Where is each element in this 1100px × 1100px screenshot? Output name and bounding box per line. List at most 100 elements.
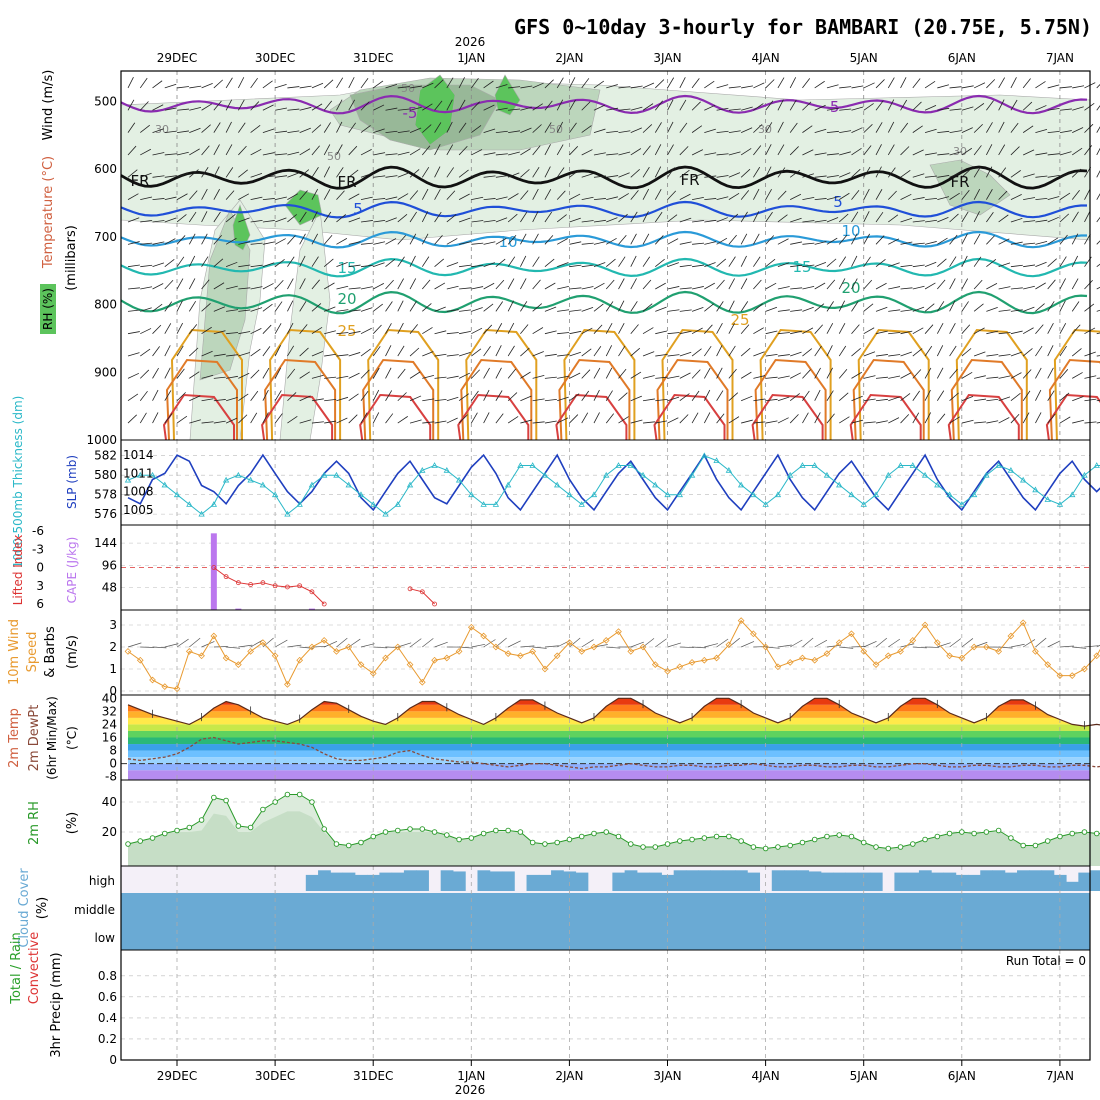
wind-barb bbox=[459, 264, 472, 268]
wind-barb bbox=[459, 330, 471, 335]
wind-barb bbox=[826, 175, 839, 178]
wind-barb bbox=[826, 413, 835, 424]
lifted-index-point bbox=[309, 589, 315, 595]
surface-panels bbox=[121, 440, 1100, 1060]
wind-barb bbox=[961, 211, 969, 223]
wind-barb bbox=[581, 348, 592, 357]
wind-barb bbox=[275, 217, 287, 223]
wind-barb bbox=[1010, 241, 1023, 245]
wind-barb bbox=[152, 283, 164, 290]
wind-barb bbox=[409, 371, 421, 379]
wind-barb bbox=[544, 79, 554, 89]
wind-barb bbox=[201, 233, 208, 245]
wind-barb bbox=[740, 148, 752, 156]
wind-barb bbox=[532, 124, 542, 133]
wind-barb bbox=[483, 367, 490, 379]
wind-barb bbox=[949, 130, 962, 134]
cloud-high-bar bbox=[440, 870, 454, 891]
wind-barb-10m bbox=[949, 638, 962, 648]
contour-35 bbox=[947, 393, 1020, 441]
temp-band bbox=[128, 770, 1090, 780]
wind-barb-10m bbox=[287, 644, 302, 648]
lifted-index-line bbox=[409, 588, 435, 605]
wind-barb bbox=[189, 347, 199, 357]
wind-barb bbox=[998, 309, 1011, 312]
wind-barb bbox=[569, 169, 580, 178]
wind-barb bbox=[1022, 327, 1034, 335]
wind-barb bbox=[838, 322, 846, 334]
wind-barb bbox=[397, 151, 410, 156]
wind-barb bbox=[238, 372, 250, 379]
wind-barb bbox=[949, 345, 957, 357]
wind-barb bbox=[606, 237, 617, 245]
wind-barb bbox=[520, 233, 527, 245]
wind-barb bbox=[618, 172, 630, 178]
wind-barb bbox=[397, 172, 410, 178]
wind-barb bbox=[434, 100, 443, 111]
date-label-bottom: 5JAN bbox=[850, 1069, 878, 1083]
wind-barb bbox=[900, 122, 909, 133]
wind-barb bbox=[740, 395, 753, 402]
wind-barb bbox=[348, 331, 361, 335]
rh-point bbox=[162, 830, 168, 837]
wind-barb bbox=[851, 211, 859, 223]
wind-barb bbox=[140, 124, 150, 133]
wind-barb bbox=[507, 392, 518, 402]
wind-barb bbox=[826, 301, 834, 312]
wind-barb bbox=[360, 348, 371, 357]
cloud-high-bar bbox=[1066, 881, 1079, 891]
wind-barb bbox=[324, 376, 337, 379]
wind-barb bbox=[704, 175, 717, 178]
wind-barb-10m bbox=[1096, 644, 1100, 648]
wind-barb bbox=[704, 262, 716, 268]
wind-barb bbox=[753, 124, 763, 133]
wind-barb bbox=[287, 86, 300, 89]
wind-barb bbox=[986, 79, 996, 89]
wind-barb bbox=[667, 262, 679, 268]
rh-point bbox=[456, 836, 462, 843]
wind-barb bbox=[716, 367, 723, 379]
wind-barb bbox=[1072, 396, 1084, 402]
cloud-high-bar bbox=[771, 870, 785, 891]
wind-speed-point bbox=[566, 639, 573, 646]
wind-barb bbox=[569, 193, 581, 200]
wind-barb bbox=[679, 169, 690, 178]
wind-barb bbox=[225, 77, 233, 89]
wind-barb bbox=[937, 175, 950, 178]
wind-barb bbox=[986, 307, 998, 312]
wind-barb bbox=[875, 420, 888, 424]
wind-barb bbox=[949, 151, 962, 156]
wind-barb bbox=[201, 350, 213, 357]
wind-barb bbox=[299, 255, 306, 267]
date-label-top: 4JAN bbox=[752, 51, 780, 65]
wind-barb bbox=[986, 100, 994, 111]
wind-barb bbox=[176, 322, 183, 334]
wind-barb bbox=[961, 395, 974, 402]
wind-barb bbox=[753, 279, 762, 290]
wind-barb bbox=[262, 346, 271, 357]
wind-barb bbox=[961, 301, 969, 312]
wind-barb bbox=[446, 354, 459, 357]
rh-point bbox=[701, 835, 708, 841]
wind-barb bbox=[471, 125, 482, 133]
wind-barb bbox=[593, 324, 603, 334]
wind-barb bbox=[446, 167, 455, 178]
wind-barb bbox=[1035, 261, 1047, 268]
wind-barb bbox=[201, 82, 213, 89]
wind-barb bbox=[912, 220, 925, 223]
wind-barb bbox=[483, 198, 496, 201]
pressure-tick: 1000 bbox=[86, 433, 117, 447]
ylabel-precip-conv: Convective bbox=[27, 932, 42, 1005]
rh-point bbox=[995, 827, 1002, 834]
wind-barb-10m bbox=[1035, 637, 1047, 648]
wind-barb bbox=[397, 256, 405, 267]
wind-barb bbox=[1084, 279, 1093, 290]
wind-barb bbox=[716, 175, 729, 178]
wind-barb bbox=[262, 104, 274, 111]
cloud-high-bar bbox=[722, 870, 736, 891]
thickness-point bbox=[590, 491, 598, 498]
wind-barb-10m bbox=[262, 637, 274, 648]
precip-tick: 0 bbox=[109, 1053, 117, 1067]
wind-speed-point bbox=[1081, 665, 1088, 673]
wind-barb bbox=[802, 101, 812, 111]
